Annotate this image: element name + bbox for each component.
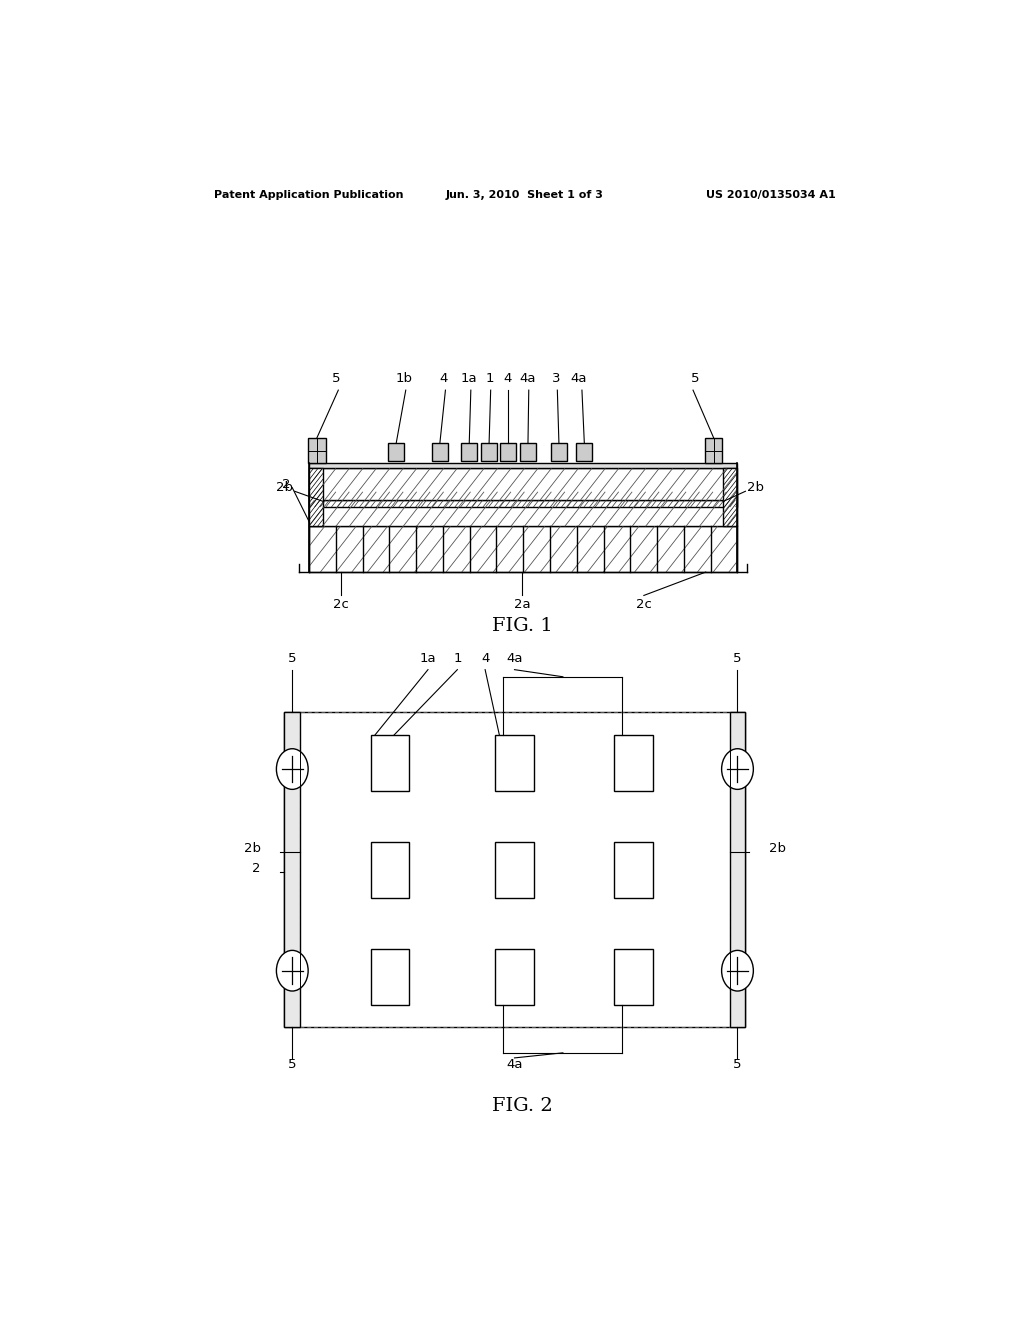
Bar — [309, 469, 324, 527]
Bar — [309, 463, 737, 469]
Bar — [614, 842, 652, 898]
Text: 2b: 2b — [769, 842, 786, 854]
Text: 3: 3 — [552, 372, 561, 385]
Text: 1a: 1a — [461, 372, 477, 385]
Text: 5: 5 — [733, 652, 741, 664]
Bar — [300, 713, 729, 1027]
Text: 5: 5 — [691, 372, 699, 385]
Bar — [481, 444, 497, 461]
Bar — [496, 842, 534, 898]
Bar — [371, 842, 409, 898]
Bar — [496, 735, 534, 791]
Text: 5: 5 — [288, 652, 297, 664]
Text: 2b: 2b — [244, 842, 260, 854]
Text: FIG. 2: FIG. 2 — [493, 1097, 553, 1114]
Bar — [614, 735, 652, 791]
Text: FIG. 1: FIG. 1 — [493, 616, 553, 635]
Text: 1: 1 — [485, 372, 495, 385]
Text: 4a: 4a — [570, 372, 587, 385]
Bar — [551, 444, 567, 461]
Text: 2: 2 — [252, 862, 260, 875]
Bar — [309, 500, 737, 507]
Text: 2a: 2a — [514, 598, 530, 611]
Bar — [371, 735, 409, 791]
Text: 4a: 4a — [519, 372, 536, 385]
Circle shape — [276, 950, 308, 991]
Bar — [500, 444, 516, 461]
Bar — [309, 469, 737, 500]
Circle shape — [276, 748, 308, 789]
Text: Jun. 3, 2010  Sheet 1 of 3: Jun. 3, 2010 Sheet 1 of 3 — [445, 190, 604, 201]
Text: 4: 4 — [481, 652, 489, 664]
Bar — [496, 949, 534, 1005]
Bar — [285, 713, 745, 1027]
Bar — [520, 444, 536, 461]
Bar — [308, 438, 326, 463]
Text: 2: 2 — [283, 478, 291, 491]
Text: 1: 1 — [453, 652, 462, 664]
Text: 1b: 1b — [395, 372, 413, 385]
Text: US 2010/0135034 A1: US 2010/0135034 A1 — [707, 190, 836, 201]
Bar — [577, 444, 592, 461]
Bar — [285, 713, 300, 1027]
Bar — [309, 492, 737, 527]
Text: 5: 5 — [733, 1059, 741, 1071]
Bar — [388, 444, 404, 461]
Bar — [432, 444, 447, 461]
Text: 4a: 4a — [506, 652, 522, 664]
Text: 2b: 2b — [748, 482, 764, 494]
Bar — [309, 527, 737, 572]
Text: 4: 4 — [503, 372, 512, 385]
Text: 2b: 2b — [276, 482, 293, 494]
Bar — [705, 438, 722, 463]
Circle shape — [722, 748, 754, 789]
Text: 1a: 1a — [420, 652, 436, 664]
Bar — [729, 713, 745, 1027]
Text: 4a: 4a — [506, 1059, 522, 1071]
Bar — [723, 469, 737, 527]
Text: 2c: 2c — [333, 598, 348, 611]
Circle shape — [722, 950, 754, 991]
Text: 5: 5 — [288, 1059, 297, 1071]
Text: 5: 5 — [332, 372, 340, 385]
Text: 4: 4 — [439, 372, 449, 385]
Text: Patent Application Publication: Patent Application Publication — [214, 190, 403, 201]
Text: 2c: 2c — [636, 598, 652, 611]
Bar — [461, 444, 477, 461]
Bar — [371, 949, 409, 1005]
Bar — [614, 949, 652, 1005]
